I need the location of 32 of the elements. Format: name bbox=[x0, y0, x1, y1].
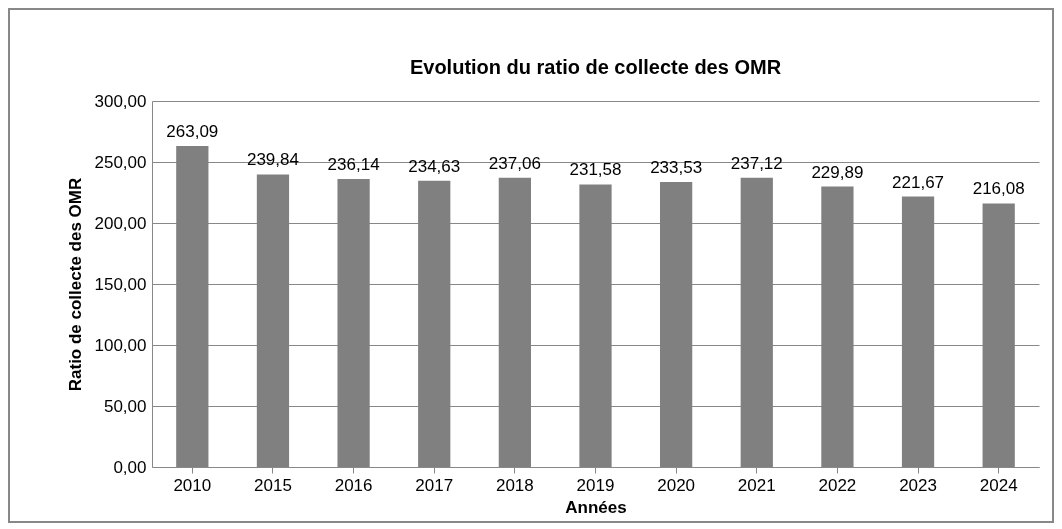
data-label: 263,09 bbox=[166, 122, 219, 142]
y-tick-label: 250,00 bbox=[94, 152, 147, 172]
y-tick-label: 100,00 bbox=[94, 335, 147, 355]
x-tick-label: 2019 bbox=[576, 475, 615, 495]
data-label: 236,14 bbox=[327, 154, 380, 174]
x-tick-label: 2020 bbox=[657, 475, 696, 495]
x-tick-label: 2023 bbox=[899, 475, 937, 495]
data-label: 239,84 bbox=[246, 150, 299, 170]
x-axis-title: Années bbox=[565, 497, 627, 517]
x-tick-label: 2018 bbox=[495, 475, 534, 495]
data-label: 231,58 bbox=[569, 160, 622, 180]
data-label: 229,89 bbox=[811, 162, 864, 182]
x-tick-label: 2016 bbox=[334, 475, 373, 495]
x-tick-label: 2017 bbox=[415, 475, 454, 495]
x-tick-label: 2024 bbox=[979, 475, 1018, 495]
x-tick-label: 2010 bbox=[173, 475, 212, 495]
y-tick-label: 200,00 bbox=[94, 213, 147, 233]
chart-title: Evolution du ratio de collecte des OMR bbox=[409, 56, 782, 78]
data-label: 237,06 bbox=[488, 153, 541, 173]
y-tick-label: 300,00 bbox=[94, 91, 147, 111]
x-tick-label: 2022 bbox=[818, 475, 857, 495]
x-tick-label: 2015 bbox=[254, 475, 292, 495]
data-label: 237,12 bbox=[730, 153, 783, 173]
data-label: 221,67 bbox=[892, 172, 945, 192]
y-tick-label: 50,00 bbox=[103, 396, 147, 416]
data-label: 233,53 bbox=[650, 158, 703, 178]
y-tick-label: 150,00 bbox=[94, 274, 147, 294]
x-tick-label: 2021 bbox=[737, 475, 776, 495]
y-axis-title: Ratio de collecte des OMR bbox=[65, 177, 85, 392]
y-tick-label: 0,00 bbox=[113, 457, 147, 477]
data-label: 234,63 bbox=[408, 156, 461, 176]
data-label: 216,08 bbox=[972, 179, 1025, 199]
